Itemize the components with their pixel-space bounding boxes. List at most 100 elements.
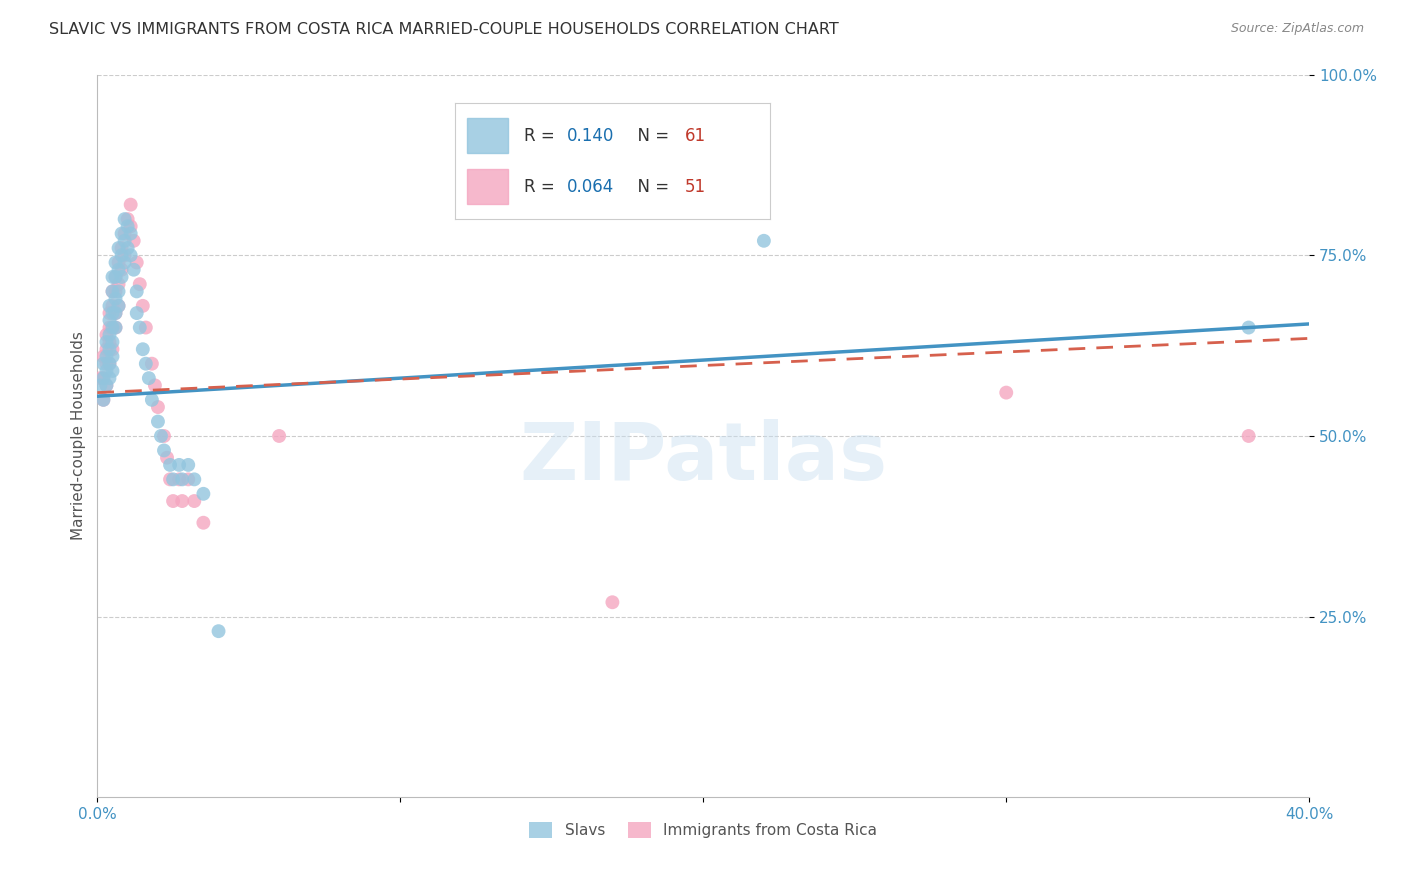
Point xyxy=(114,255,136,269)
Point xyxy=(98,357,121,371)
Point xyxy=(107,285,129,299)
Point xyxy=(269,429,291,443)
Point xyxy=(104,292,127,306)
Point xyxy=(104,269,127,284)
Point xyxy=(98,320,121,334)
Point xyxy=(132,343,155,357)
Point xyxy=(135,320,157,334)
Point xyxy=(146,400,169,414)
Point xyxy=(96,334,118,349)
Point xyxy=(101,285,124,299)
Point xyxy=(141,392,163,407)
Point xyxy=(107,277,129,292)
Point xyxy=(104,269,127,284)
Legend: Slavs, Immigrants from Costa Rica: Slavs, Immigrants from Costa Rica xyxy=(523,816,883,844)
Point xyxy=(101,299,124,313)
Point xyxy=(101,320,124,334)
Point xyxy=(117,241,139,255)
Point xyxy=(153,429,176,443)
Point xyxy=(96,378,118,392)
Point xyxy=(125,255,148,269)
Point xyxy=(98,343,121,357)
Point xyxy=(98,371,121,385)
Point xyxy=(101,320,124,334)
Point xyxy=(177,458,200,472)
Point xyxy=(172,472,194,486)
Point xyxy=(96,378,118,392)
Point xyxy=(98,334,121,349)
Point xyxy=(110,269,132,284)
Point xyxy=(89,371,111,385)
Point xyxy=(114,248,136,262)
Point xyxy=(114,234,136,248)
Point xyxy=(159,458,181,472)
Point xyxy=(93,350,115,364)
Point xyxy=(98,299,121,313)
Point xyxy=(156,450,179,465)
Point xyxy=(110,248,132,262)
Point xyxy=(101,364,124,378)
Point xyxy=(125,306,148,320)
Point xyxy=(101,285,124,299)
Point xyxy=(104,306,127,320)
Point xyxy=(104,306,127,320)
Point xyxy=(125,285,148,299)
Point xyxy=(193,487,215,501)
Point xyxy=(122,234,145,248)
Point xyxy=(172,494,194,508)
Point xyxy=(995,385,1018,400)
Point xyxy=(107,299,129,313)
Point xyxy=(107,241,129,255)
Point xyxy=(162,472,184,486)
Point xyxy=(101,350,124,364)
Point xyxy=(602,595,624,609)
Point xyxy=(114,227,136,241)
Point xyxy=(114,212,136,227)
Point xyxy=(107,255,129,269)
Point xyxy=(110,262,132,277)
Point xyxy=(101,306,124,320)
Point xyxy=(96,327,118,342)
Text: SLAVIC VS IMMIGRANTS FROM COSTA RICA MARRIED-COUPLE HOUSEHOLDS CORRELATION CHART: SLAVIC VS IMMIGRANTS FROM COSTA RICA MAR… xyxy=(49,22,839,37)
Point xyxy=(153,443,176,458)
Point xyxy=(98,327,121,342)
Y-axis label: Married-couple Households: Married-couple Households xyxy=(72,332,86,541)
Point xyxy=(93,371,115,385)
Point xyxy=(104,255,127,269)
Point xyxy=(104,285,127,299)
Point xyxy=(1237,429,1260,443)
Point xyxy=(107,262,129,277)
Point xyxy=(104,320,127,334)
Point xyxy=(146,415,169,429)
Point xyxy=(149,429,172,443)
Point xyxy=(128,277,150,292)
Point xyxy=(89,378,111,392)
Point xyxy=(159,472,181,486)
Point xyxy=(141,357,163,371)
Point xyxy=(101,334,124,349)
Point xyxy=(135,357,157,371)
Point xyxy=(107,299,129,313)
Point xyxy=(183,472,205,486)
Point xyxy=(96,357,118,371)
Point xyxy=(104,320,127,334)
Point xyxy=(177,472,200,486)
Point xyxy=(96,364,118,378)
Point xyxy=(162,494,184,508)
Text: ZIPatlas: ZIPatlas xyxy=(519,418,887,497)
Point xyxy=(1237,320,1260,334)
Point xyxy=(128,320,150,334)
Point xyxy=(143,378,166,392)
Point xyxy=(183,494,205,508)
Point xyxy=(93,392,115,407)
Point xyxy=(207,624,229,639)
Point xyxy=(193,516,215,530)
Point xyxy=(122,262,145,277)
Point xyxy=(167,472,190,486)
Point xyxy=(110,227,132,241)
Point xyxy=(96,343,118,357)
Text: Source: ZipAtlas.com: Source: ZipAtlas.com xyxy=(1230,22,1364,36)
Point xyxy=(110,241,132,255)
Point xyxy=(132,299,155,313)
Point xyxy=(120,197,142,211)
